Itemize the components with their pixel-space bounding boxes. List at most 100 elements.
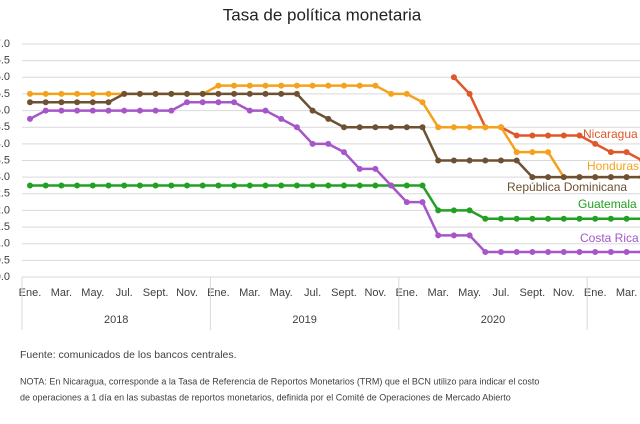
- data-point: [592, 249, 599, 256]
- data-point: [592, 140, 599, 147]
- data-point: [545, 249, 552, 256]
- data-point: [27, 182, 33, 189]
- x-tick-label: Ene.: [395, 287, 418, 299]
- x-tick-label: Jul.: [116, 287, 133, 299]
- source: Fuente: comunicados de los bancos centra…: [20, 349, 237, 361]
- data-point: [607, 215, 614, 222]
- y-tick-label: 0.5: [0, 254, 10, 266]
- data-point: [419, 182, 426, 189]
- data-point: [403, 90, 410, 97]
- x-tick-label: Sept.: [143, 287, 169, 299]
- data-point: [231, 99, 238, 106]
- data-point: [513, 215, 520, 222]
- series-line: [452, 76, 640, 161]
- data-point: [184, 90, 190, 97]
- data-point: [341, 124, 347, 131]
- data-point: [450, 74, 457, 81]
- data-point: [623, 249, 630, 256]
- data-point: [372, 82, 379, 89]
- x-tick-label: Mar.: [51, 287, 72, 299]
- x-tick-label: Nov.: [364, 287, 386, 299]
- series-label: Guatemala: [578, 197, 637, 211]
- data-point: [545, 215, 552, 222]
- y-tick-label: 7.0: [0, 38, 10, 50]
- data-point: [498, 215, 504, 222]
- data-point: [372, 165, 379, 172]
- data-point: [293, 90, 300, 97]
- data-point: [74, 90, 81, 97]
- data-point: [325, 140, 332, 147]
- data-point: [262, 82, 269, 89]
- data-point: [215, 182, 222, 189]
- data-point: [199, 99, 206, 106]
- data-point: [293, 124, 300, 131]
- data-point: [545, 132, 552, 139]
- data-point: [105, 90, 112, 97]
- x-tick-label: May.: [270, 287, 293, 299]
- series-line: [30, 92, 640, 179]
- data-point: [278, 82, 285, 89]
- data-point: [89, 99, 96, 106]
- data-point: [450, 157, 457, 164]
- data-point: [419, 124, 426, 131]
- data-point: [325, 115, 332, 122]
- data-point: [27, 99, 33, 106]
- data-point: [435, 232, 442, 239]
- data-point: [184, 182, 190, 189]
- data-point: [341, 182, 347, 189]
- data-point: [560, 249, 567, 256]
- x-tick-label: Sept.: [520, 287, 546, 299]
- data-point: [136, 182, 143, 189]
- data-point: [215, 99, 222, 106]
- series-line: [30, 184, 640, 220]
- x-tick-label: Mar.: [616, 287, 637, 299]
- data-point: [513, 249, 520, 256]
- data-point: [623, 174, 630, 181]
- series-label: Nicaragua: [583, 127, 638, 141]
- series-line: [29, 101, 640, 254]
- data-point: [168, 90, 175, 97]
- data-point: [607, 249, 614, 256]
- x-tick-label: May.: [458, 287, 481, 299]
- data-point: [513, 157, 520, 164]
- data-point: [529, 149, 536, 156]
- data-point: [89, 182, 96, 189]
- data-point: [58, 99, 65, 106]
- data-point: [168, 107, 175, 114]
- data-point: [498, 124, 504, 131]
- y-tick-label: 4.0: [0, 138, 10, 150]
- data-point: [592, 215, 599, 222]
- data-point: [278, 115, 285, 122]
- data-point: [592, 174, 599, 181]
- data-point: [435, 124, 442, 131]
- y-tick-label: 3.5: [0, 154, 10, 166]
- data-point: [466, 207, 473, 214]
- data-point: [58, 182, 65, 189]
- data-point: [309, 82, 316, 89]
- data-point: [278, 182, 285, 189]
- data-point: [278, 90, 285, 97]
- data-point: [560, 215, 567, 222]
- y-tick-label: 6.5: [0, 55, 10, 67]
- y-tick-label: 0.0: [0, 271, 10, 283]
- data-point: [450, 232, 457, 239]
- data-point: [529, 249, 536, 256]
- data-point: [482, 157, 489, 164]
- data-point: [450, 124, 457, 131]
- data-point: [136, 90, 143, 97]
- data-point: [199, 182, 206, 189]
- y-tick-label: 6.0: [0, 71, 10, 83]
- x-tick-label: Nov.: [176, 287, 198, 299]
- x-tick-label: Ene.: [207, 287, 230, 299]
- series-label: Honduras: [587, 159, 639, 173]
- data-point: [450, 207, 457, 214]
- x-tick-label: Nov.: [553, 287, 575, 299]
- data-point: [42, 90, 49, 97]
- data-point: [513, 132, 520, 139]
- data-point: [529, 174, 536, 181]
- data-point: [89, 90, 96, 97]
- data-point: [623, 215, 630, 222]
- data-point: [529, 215, 536, 222]
- data-point: [231, 82, 238, 89]
